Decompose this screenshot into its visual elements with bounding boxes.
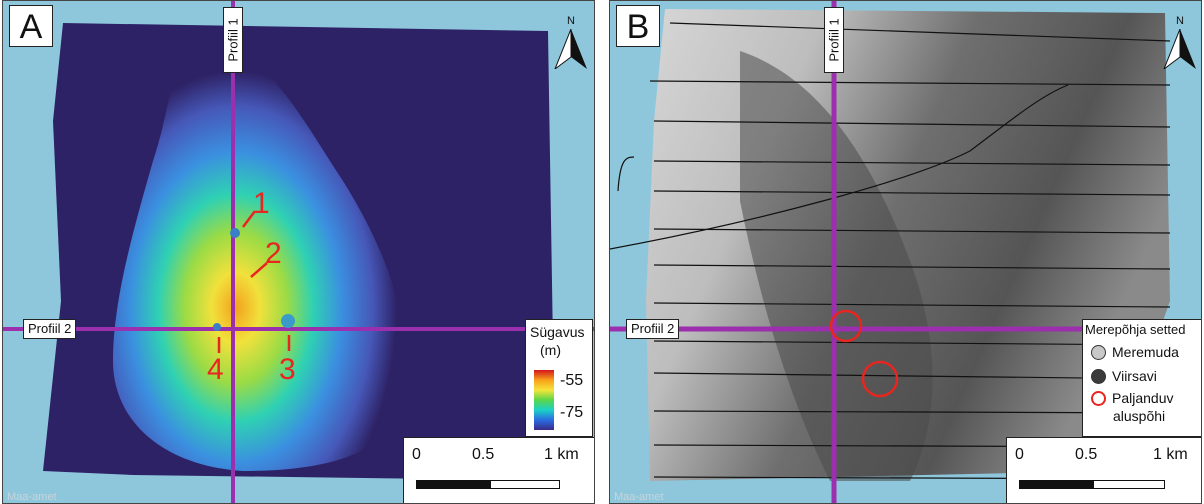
scale-label-0: 0	[412, 446, 421, 463]
map-panel-a: A N Profiil 1 Profiil 2 1 2 3 4 Sügavus …	[2, 0, 595, 504]
map-panel-b: B N Profiil 1 Profiil 2 Merepõhja setted…	[609, 0, 1202, 504]
scale-label-half: 0.5	[472, 446, 495, 463]
marker-4: 4	[207, 353, 224, 386]
bathymetry-map	[3, 1, 594, 503]
meremuda-label: Meremuda	[1112, 344, 1179, 360]
panel-label: A	[9, 5, 53, 47]
depression-4	[213, 323, 221, 331]
depth-legend-max: -55	[560, 372, 584, 389]
scale-segment-black	[416, 480, 490, 489]
legend-item-viirsavi: Viirsavi	[1091, 368, 1157, 384]
north-arrow-icon	[554, 29, 587, 69]
depth-legend: Sügavus (m) -55 -75	[525, 319, 593, 437]
marker-1-arrow	[242, 210, 256, 228]
paljanduv-label-2: aluspõhi	[1113, 408, 1166, 424]
legend-item-paljanduv: Paljanduv	[1091, 390, 1174, 406]
watermark: Maa-amet	[614, 491, 664, 503]
meremuda-swatch	[1091, 345, 1106, 360]
shoal-area	[113, 41, 406, 471]
marker-2: 2	[265, 237, 282, 270]
sediment-legend-title: Merepõhja setted	[1085, 322, 1186, 337]
scale-label-1km: 1 km	[1153, 446, 1188, 463]
north-arrow-icon	[1163, 29, 1196, 69]
panel-label: B	[616, 5, 660, 47]
north-label: N	[567, 15, 575, 27]
scale-label-0: 0	[1015, 446, 1024, 463]
scale-segment-white	[490, 480, 560, 489]
legend-item-meremuda: Meremuda	[1091, 344, 1179, 360]
depth-legend-title: Sügavus	[530, 324, 585, 340]
profile-1-label: Profiil 1	[824, 7, 844, 73]
marker-2-arrow	[250, 262, 268, 278]
outcrop-circle-2	[861, 360, 899, 398]
sediment-legend: Merepõhja setted Meremuda Viirsavi Palja…	[1082, 319, 1201, 437]
scale-segment-white	[1093, 480, 1165, 489]
paljanduv-label-1: Paljanduv	[1112, 390, 1174, 406]
depth-legend-min: -75	[560, 404, 584, 421]
scale-bar: 0 0.5 1 km	[403, 437, 594, 503]
north-arrow: N	[1160, 15, 1200, 69]
marker-3: 3	[279, 353, 296, 386]
north-label: N	[1176, 15, 1184, 27]
scale-bar: 0 0.5 1 km	[1006, 437, 1201, 503]
outcrop-circle-1	[829, 309, 863, 343]
depth-legend-unit: (m)	[540, 342, 561, 358]
scale-label-1km: 1 km	[544, 446, 579, 463]
watermark: Maa-amet	[7, 491, 57, 503]
scale-segment-black	[1019, 480, 1093, 489]
marker-1: 1	[253, 187, 270, 220]
viirsavi-label: Viirsavi	[1112, 368, 1157, 384]
profile-2-label: Profiil 2	[626, 319, 680, 339]
profile-1-label: Profiil 1	[223, 7, 243, 73]
profile-1-text: Profiil 1	[826, 18, 842, 62]
north-arrow: N	[551, 15, 591, 69]
profile-2-label: Profiil 2	[23, 319, 77, 339]
depth-color-ramp	[534, 370, 554, 430]
depression-3	[281, 314, 295, 328]
paljanduv-swatch	[1091, 391, 1106, 406]
viirsavi-swatch	[1091, 369, 1106, 384]
depression-1	[230, 228, 240, 238]
profile-1-text: Profiil 1	[225, 18, 241, 62]
scale-label-half: 0.5	[1075, 446, 1098, 463]
